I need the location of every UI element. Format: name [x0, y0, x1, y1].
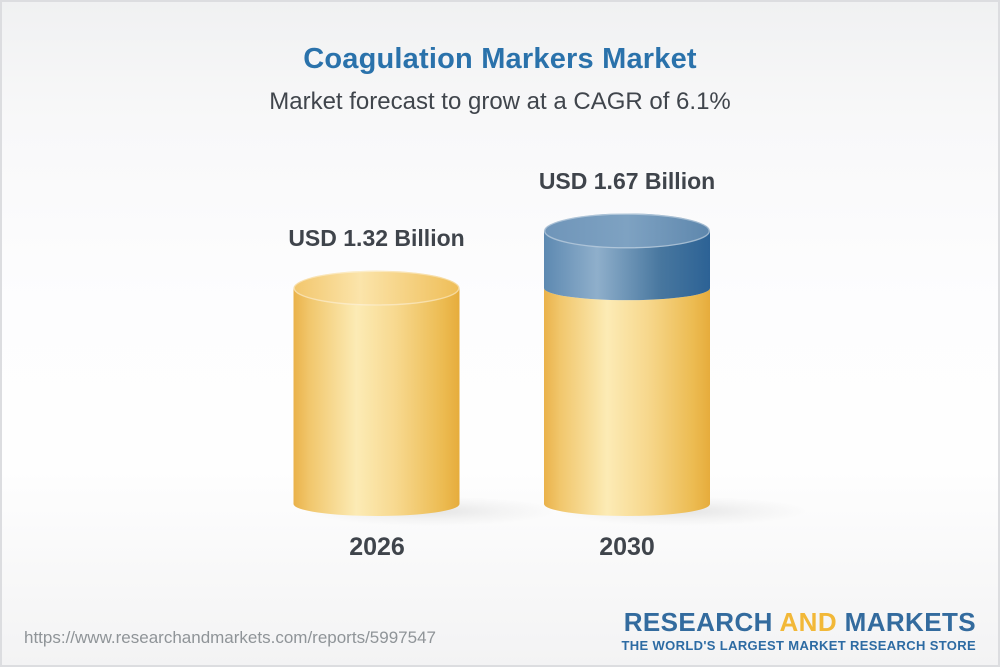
bar-2030-top [544, 213, 710, 249]
research-and-markets-logo: RESEARCH AND MARKETS THE WORLD'S LARGEST… [621, 609, 977, 654]
logo-word-markets: MARKETS [844, 607, 976, 637]
logo-word-and: AND [779, 607, 838, 637]
logo-tagline: THE WORLD'S LARGEST MARKET RESEARCH STOR… [621, 638, 976, 653]
page-subtitle: Market forecast to grow at a CAGR of 6.1… [269, 88, 731, 115]
bar-top-rim-highlight [293, 270, 460, 306]
bar-2026-top [293, 270, 460, 306]
bar-top-rim-highlight [544, 213, 710, 249]
page-title: Coagulation Markers Market [303, 43, 697, 75]
bar-2030-growth-segment [544, 230, 710, 301]
category-label-2026: 2026 [349, 533, 405, 561]
bar-2026-base-segment [293, 288, 460, 516]
category-label-2030: 2030 [599, 533, 655, 561]
bar-value-label-2030: USD 1.67 Billion [538, 167, 716, 194]
bar-2030-base-segment [544, 288, 710, 516]
logo-word-research: RESEARCH [623, 607, 773, 637]
logo-wordmark: RESEARCH AND MARKETS [622, 609, 977, 636]
bar-value-label-2026: USD 1.32 Billion [288, 225, 465, 252]
report-url: https://www.researchandmarkets.com/repor… [24, 628, 436, 647]
